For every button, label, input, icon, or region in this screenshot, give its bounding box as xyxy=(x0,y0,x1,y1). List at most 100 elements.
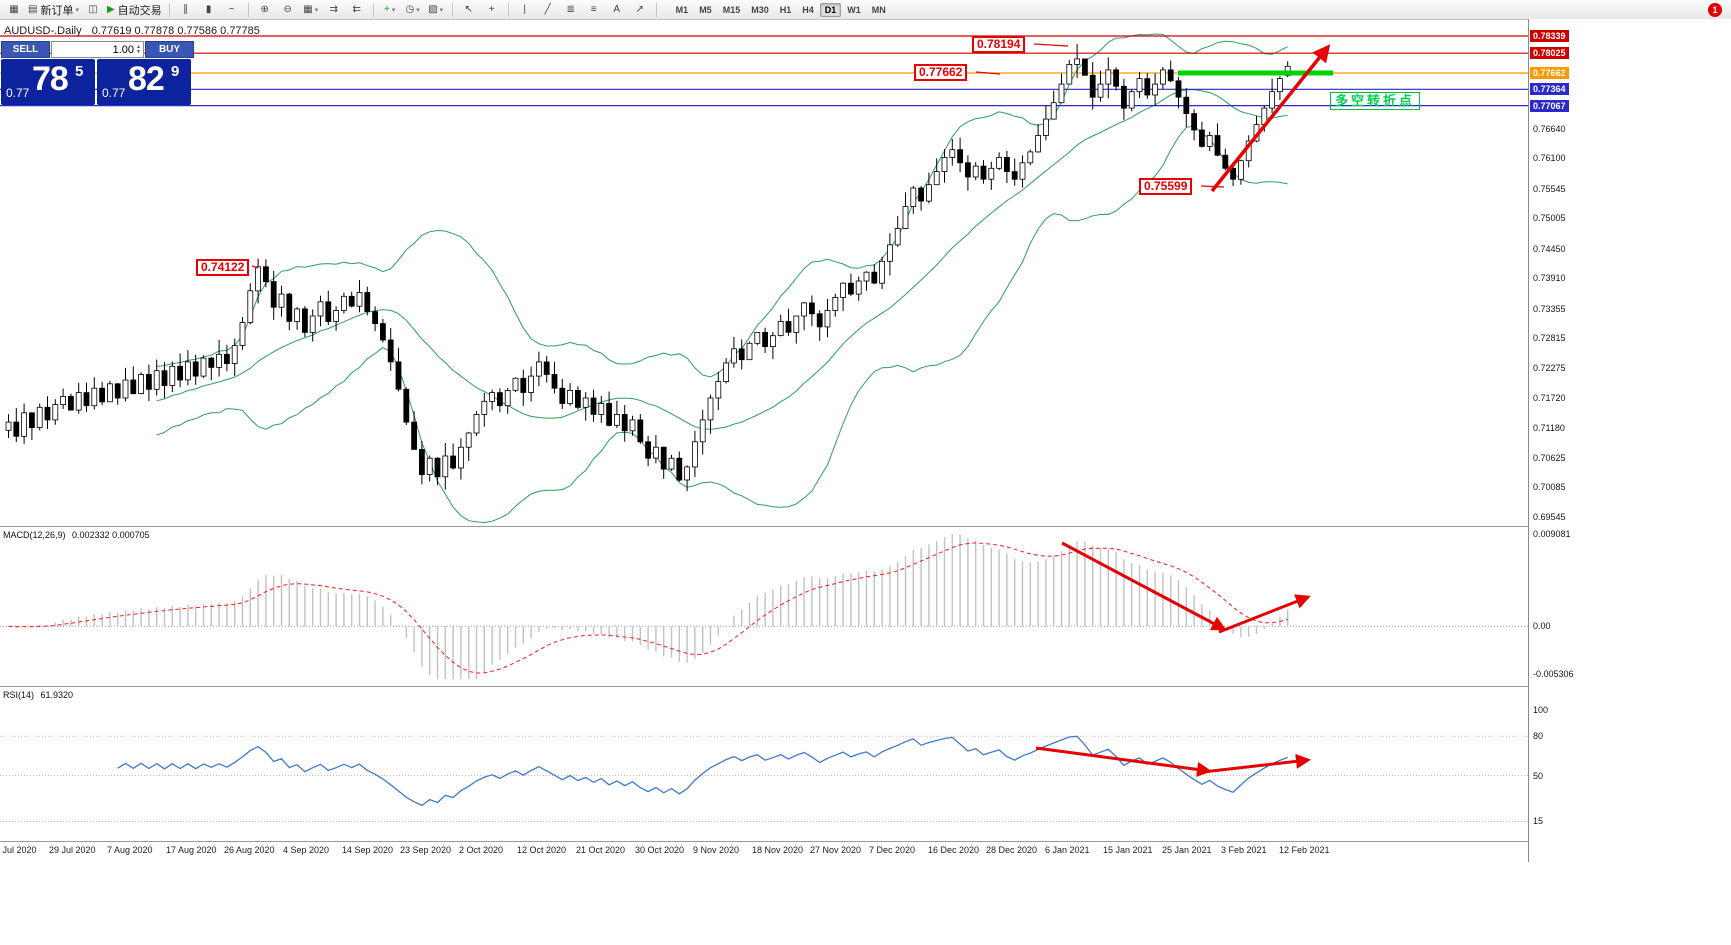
timeframe-mn[interactable]: MN xyxy=(871,4,886,15)
new-order-button[interactable]: ▤ 新订单 ▾ xyxy=(26,1,81,18)
toolbar-separator xyxy=(451,2,453,17)
symbol-period: AUDUSD-.Daily xyxy=(4,25,82,37)
turning-point-label[interactable]: 多空转折点 xyxy=(1330,92,1421,110)
buy-button[interactable]: BUY xyxy=(145,41,194,58)
timeframe-w1[interactable]: W1 xyxy=(847,4,861,15)
sell-price-box[interactable]: 0.77 78 5 xyxy=(1,59,95,105)
macd-pane[interactable] xyxy=(0,528,1528,686)
price-callout[interactable]: 0.74122 xyxy=(196,259,250,276)
spinner-down-icon[interactable]: ▼ xyxy=(136,48,141,55)
caret-down-icon: ▾ xyxy=(75,6,79,14)
notification-badge[interactable]: 1 xyxy=(1708,3,1722,17)
timeframe-bar: M1 M5 M15 M30 H1 H4 D1 W1 MN xyxy=(671,2,891,17)
horizontal-level-lines[interactable] xyxy=(0,35,1528,107)
price-level-label: 0.77364 xyxy=(1530,83,1569,95)
price-scale-label: 0.71180 xyxy=(1533,423,1565,433)
crosshair-icon-glyph: + xyxy=(488,3,495,15)
auto-scroll-icon[interactable]: ⇉ xyxy=(323,1,345,18)
rsi-scale-label: 80 xyxy=(1533,731,1544,741)
trendline-icon-glyph: ╱ xyxy=(544,3,551,15)
tile-windows-icon[interactable]: ▦ ▾ xyxy=(300,1,322,18)
rsi-label: RSI(14) 61.9320 xyxy=(3,690,73,700)
volume-field[interactable]: 1.00 ▲ ▼ xyxy=(51,41,144,58)
charts-icon[interactable]: ◫ xyxy=(82,1,104,18)
vertical-line-icon[interactable]: | xyxy=(514,1,536,18)
ohlc-values: 0.77619 0.77878 0.77586 0.77785 xyxy=(91,25,260,37)
rsi-name: RSI(14) xyxy=(3,690,35,700)
price-callout[interactable]: 0.77662 xyxy=(914,64,968,81)
price-callout[interactable]: 0.78194 xyxy=(972,36,1026,53)
price-scale-label: 0.75545 xyxy=(1533,184,1566,194)
timeframe-m5[interactable]: M5 xyxy=(699,4,712,15)
date-label: 7 Dec 2020 xyxy=(869,845,916,855)
one-click-trading-panel: SELL 1.00 ▲ ▼ BUY 0.77 78 5 0.77 82 9 xyxy=(1,41,194,105)
channel-icon[interactable]: ≡ xyxy=(583,1,605,18)
zoom-in-icon[interactable]: ⊕ xyxy=(254,1,276,18)
sell-price-big: 78 xyxy=(32,60,69,98)
chart-shift-icon[interactable]: ⇇ xyxy=(346,1,368,18)
zoom-in-icon-glyph: ⊕ xyxy=(260,3,269,15)
date-label: 23 Sep 2020 xyxy=(400,845,452,855)
timeframe-d1[interactable]: D1 xyxy=(819,2,842,17)
cursor-icon[interactable]: ↖ xyxy=(458,1,480,18)
caret-down-icon: ▾ xyxy=(391,6,396,14)
price-level-label: 0.77662 xyxy=(1530,67,1569,79)
timeframe-h4[interactable]: H4 xyxy=(802,4,814,15)
arrows-icon[interactable]: ↗ xyxy=(629,1,651,18)
periods-icon-glyph: ◷ xyxy=(405,3,415,15)
main-chart[interactable] xyxy=(0,19,1528,526)
arrows-icon-glyph: ↗ xyxy=(635,3,644,15)
pane-separator[interactable] xyxy=(0,686,1731,687)
bar-chart-icon-glyph: ∥ xyxy=(183,3,189,15)
indicators-icon[interactable]: + ▾ xyxy=(379,1,401,18)
new-order-button-label: 新订单 xyxy=(40,4,74,17)
buy-price-sup: 9 xyxy=(171,63,180,80)
timeframe-h1[interactable]: H1 xyxy=(779,4,792,15)
buy-price-box[interactable]: 0.77 82 9 xyxy=(97,59,191,105)
timeframe-m15[interactable]: M15 xyxy=(722,4,741,15)
volume-value[interactable]: 1.00 xyxy=(112,43,135,56)
date-label: 14 Sep 2020 xyxy=(342,845,394,855)
line-chart-icon[interactable]: ~ xyxy=(221,1,243,18)
cursor-icon-glyph: ↖ xyxy=(464,3,473,15)
timeframe-m1[interactable]: M1 xyxy=(675,4,689,15)
sell-price-sup: 5 xyxy=(75,63,84,80)
date-label: 2 Oct 2020 xyxy=(459,845,504,855)
date-label: 15 Jan 2021 xyxy=(1103,845,1153,855)
crosshair-icon[interactable]: + xyxy=(481,1,503,18)
pane-separator xyxy=(0,841,1731,842)
price-scale-label: 0.74450 xyxy=(1533,244,1566,254)
trendline-icon[interactable]: ╱ xyxy=(537,1,559,18)
macd-scale-label: 0.009081 xyxy=(1533,529,1571,539)
rsi-pane[interactable] xyxy=(0,688,1528,841)
tile-windows-icon-glyph: ▦ xyxy=(303,3,313,15)
macd-scale-label: -0.005306 xyxy=(1533,669,1574,679)
bollinger-bands xyxy=(156,33,1288,524)
bar-chart-icon[interactable]: ∥ xyxy=(175,1,197,18)
fibonacci-icon[interactable]: ≣ xyxy=(560,1,582,18)
date-label: 28 Dec 2020 xyxy=(986,845,1038,855)
text-label-icon[interactable]: A xyxy=(606,1,628,18)
pane-separator[interactable] xyxy=(0,526,1731,527)
sell-button[interactable]: SELL xyxy=(1,41,50,58)
price-scale-label: 0.70085 xyxy=(1533,482,1566,492)
price-scale-label: 0.72275 xyxy=(1533,363,1566,373)
date-label: 17 Aug 2020 xyxy=(166,845,217,855)
price-callout[interactable]: 0.75599 xyxy=(1139,178,1193,195)
rsi-scale-label: 15 xyxy=(1533,816,1544,826)
autotrading-button-label: 自动交易 xyxy=(117,4,162,17)
volume-spinner[interactable]: ▲ ▼ xyxy=(136,43,141,55)
rsi-line xyxy=(117,735,1288,807)
periods-icon[interactable]: ◷ ▾ xyxy=(402,1,424,18)
price-scale-label: 0.71720 xyxy=(1533,393,1566,403)
timeframe-m30[interactable]: M30 xyxy=(751,4,769,15)
zoom-out-icon[interactable]: ⊖ xyxy=(277,1,299,18)
candlestick-chart-icon[interactable]: ▮ xyxy=(198,1,220,18)
spinner-up-icon[interactable]: ▲ xyxy=(136,43,141,50)
chart-window-icon[interactable]: ▦ xyxy=(3,1,25,18)
templates-icon[interactable]: ▨ ▾ xyxy=(425,1,447,18)
price-scale-label: 0.75005 xyxy=(1533,213,1566,223)
price-scale-label: 0.70625 xyxy=(1533,453,1566,463)
autotrading-button[interactable]: ▶ 自动交易 xyxy=(105,1,164,18)
date-label: 26 Aug 2020 xyxy=(224,845,275,855)
